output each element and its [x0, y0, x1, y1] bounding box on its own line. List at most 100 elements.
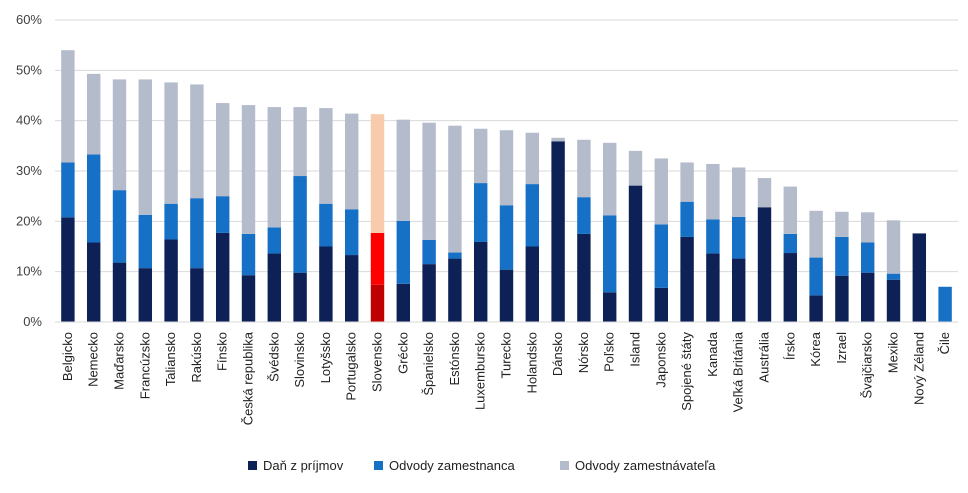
bar-segment-1 [860, 272, 875, 322]
bar-segment-1 [215, 232, 230, 322]
bar-segment-3 [422, 122, 436, 240]
bar-segment-1 [61, 217, 75, 322]
category-label: Slovensko [370, 332, 385, 392]
bar-segment-2 [706, 219, 720, 254]
bar-segment-1 [112, 262, 127, 322]
bar-segment-1 [267, 253, 282, 322]
bar-segment-1 [628, 185, 643, 322]
y-tick-label: 50% [16, 62, 42, 77]
bar-segment-3 [396, 119, 411, 221]
bar-segment-3 [448, 125, 462, 253]
bar-segment-3 [61, 50, 75, 163]
category-label: Dánsko [550, 332, 565, 376]
bar-segment-3 [551, 137, 565, 142]
y-axis-tick-labels: 0% 10% 20% 30% 40% 50% 60% [16, 12, 42, 329]
bar-segment-3 [164, 82, 178, 204]
bar-segment-1 [473, 241, 488, 322]
category-label: Mexiko [886, 332, 901, 373]
bar-segment-2 [448, 252, 462, 259]
category-label: Nemecko [86, 332, 101, 387]
bar-segment-3 [267, 107, 282, 228]
bar-segment-2 [164, 203, 178, 240]
bar-segment-3 [809, 210, 823, 258]
bar-segment-2 [654, 224, 669, 288]
legend-label-2: Odvody zamestnanca [389, 458, 516, 473]
bar-segment-1 [190, 268, 204, 322]
bar-segment-1 [86, 242, 101, 322]
category-label: Maďarsko [112, 332, 127, 390]
bar-segment-1 [706, 253, 720, 322]
category-label: Írsko [782, 332, 797, 360]
bar-segment-1 [680, 236, 694, 322]
bar-segment-2 [577, 197, 591, 234]
bar-segment-1 [757, 207, 772, 322]
category-label: Kanada [705, 331, 720, 377]
bar-segment-3 [215, 103, 230, 197]
bar-segment-3 [757, 178, 772, 208]
category-label: Estónsko [447, 332, 462, 385]
category-label: Nórsko [576, 332, 591, 373]
legend-swatch-3 [560, 461, 569, 470]
bar-segment-2 [190, 198, 204, 269]
bar-segment-1 [525, 246, 540, 322]
bar-segment-3 [86, 73, 101, 155]
bar-segment-2 [241, 233, 256, 276]
category-label: Čile [937, 332, 952, 354]
bar-segment-2 [344, 209, 359, 256]
bar-segment-2 [86, 154, 101, 243]
category-label: Lotyšsko [318, 332, 333, 383]
category-label: Belgicko [60, 332, 75, 381]
bar-segment-2 [61, 162, 75, 218]
bar-segment-1 [886, 279, 901, 322]
bar-segment-2 [422, 239, 436, 265]
category-label: Grécko [395, 332, 410, 374]
y-tick-label: 0% [23, 314, 42, 329]
bar-segment-1 [783, 253, 798, 322]
bar-segment-1 [731, 258, 746, 322]
category-label: Švédsko [266, 332, 281, 382]
category-label: Fínsko [215, 332, 230, 371]
bar-segment-2 [731, 216, 746, 259]
category-label: Francúzsko [137, 332, 152, 399]
bar-segment-3 [473, 128, 488, 184]
bar-segment-3 [293, 107, 307, 177]
category-label: Poľsko [602, 332, 617, 372]
bar-segment-1 [835, 275, 849, 322]
bar-segment-3 [499, 130, 514, 206]
bar-segment-3 [654, 158, 669, 225]
y-tick-label: 20% [16, 213, 42, 228]
bar-segment-2 [938, 286, 952, 322]
bar-segment-2 [293, 176, 307, 273]
bar-segment-1 [809, 295, 823, 322]
category-label: Kórea [808, 331, 823, 366]
bar-segment-1 [912, 233, 927, 322]
bar-segment-1 [370, 284, 385, 322]
bar-segment-1 [164, 239, 178, 322]
legend: Daň z príjmov Odvody zamestnanca Odvody za… [248, 458, 716, 473]
bar-segment-2 [473, 183, 488, 242]
bar-segment-2 [267, 227, 282, 254]
bar-segment-1 [241, 275, 256, 322]
bar-segment-3 [370, 114, 385, 233]
bar-segment-3 [344, 113, 359, 210]
bar-segment-2 [886, 273, 901, 280]
bar-segment-3 [835, 211, 849, 237]
bar-segment-2 [835, 236, 849, 276]
legend-swatch-1 [248, 461, 257, 470]
bar-segment-3 [525, 132, 540, 185]
bar-segment-2 [112, 190, 127, 263]
category-label: Česká republika [241, 331, 256, 425]
bar-segment-2 [809, 257, 823, 296]
bar-segment-2 [138, 214, 153, 269]
bar-segment-1 [448, 258, 462, 322]
bar-segment-2 [860, 242, 875, 273]
bar-segment-3 [886, 220, 901, 274]
y-tick-label: 60% [16, 12, 42, 27]
bar-segment-2 [215, 196, 230, 233]
bar-segment-3 [241, 105, 256, 234]
bar-segment-2 [370, 232, 385, 285]
y-tick-label: 30% [16, 163, 42, 178]
category-label: Španielsko [421, 332, 436, 396]
bar-segment-3 [112, 79, 127, 191]
